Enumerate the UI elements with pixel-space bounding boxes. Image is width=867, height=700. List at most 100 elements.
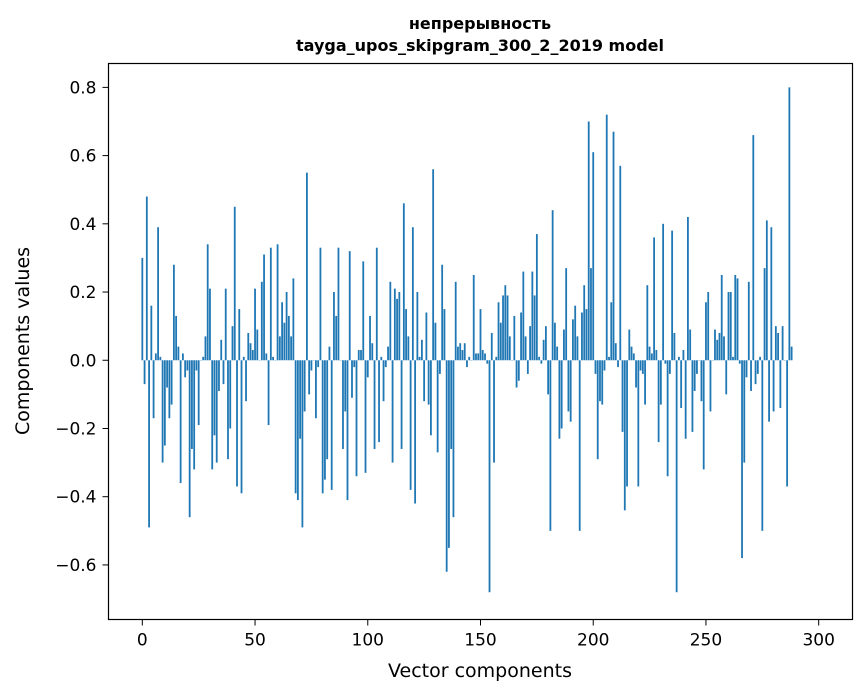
bar (554, 323, 556, 361)
bar (622, 360, 624, 432)
bar (423, 360, 425, 401)
bar (349, 251, 351, 360)
bar (748, 282, 750, 360)
bar (448, 360, 450, 548)
bar (770, 227, 772, 360)
bar (671, 231, 673, 361)
bar (166, 360, 168, 387)
bar (777, 333, 779, 360)
bar (759, 357, 761, 360)
bar (387, 347, 389, 361)
bar (150, 306, 152, 361)
bar (707, 292, 709, 360)
bar (250, 343, 252, 360)
bar (484, 353, 486, 360)
bar (741, 360, 743, 558)
y-tick-label: −0.2 (55, 419, 96, 439)
bar (335, 316, 337, 360)
bar (435, 323, 437, 361)
bar (624, 360, 626, 510)
bar (595, 360, 597, 374)
bar (583, 285, 585, 360)
bar (202, 357, 204, 360)
bar (299, 360, 301, 438)
bar (353, 360, 355, 367)
bar (283, 323, 285, 361)
bar (171, 360, 173, 404)
bar (254, 289, 256, 361)
bar (617, 360, 619, 367)
bar (191, 360, 193, 449)
bar (295, 360, 297, 493)
bar (552, 210, 554, 360)
bar (141, 258, 143, 360)
bar (586, 309, 588, 360)
bar (710, 360, 712, 411)
bar (664, 360, 666, 363)
bar (207, 244, 209, 360)
bar (649, 347, 651, 361)
bar (362, 261, 364, 360)
bar (193, 360, 195, 469)
bar (205, 336, 207, 360)
bar (464, 343, 466, 360)
bar (218, 360, 220, 391)
x-tick-label: 300 (802, 631, 834, 651)
bar (642, 360, 644, 374)
bar (529, 326, 531, 360)
bar (764, 268, 766, 360)
bar (669, 360, 671, 374)
bar (389, 282, 391, 360)
bar (606, 115, 608, 361)
y-axis: −0.6−0.4−0.20.00.20.40.60.8 (55, 78, 108, 576)
bar (437, 360, 439, 452)
x-tick-label: 0 (137, 631, 148, 651)
bar (579, 360, 581, 531)
bar (628, 330, 630, 361)
bar (687, 217, 689, 360)
bar (315, 360, 317, 418)
y-tick-label: 0.6 (69, 147, 96, 167)
bar (421, 340, 423, 360)
bar (653, 237, 655, 360)
bar (412, 227, 414, 360)
x-axis-label: Vector components (388, 660, 572, 682)
bar (306, 173, 308, 361)
bar (164, 360, 166, 445)
chart-title-line-1: непрерывность (409, 14, 551, 33)
bars-layer (141, 87, 792, 592)
bar (268, 360, 270, 425)
bar (477, 353, 479, 360)
bar (419, 357, 421, 360)
bar (725, 360, 727, 394)
bar (689, 330, 691, 361)
bar (290, 336, 292, 360)
bar (752, 135, 754, 360)
bar (588, 121, 590, 360)
bar (196, 360, 198, 370)
bar (175, 316, 177, 360)
bar (396, 299, 398, 360)
bar (457, 347, 459, 361)
bar (592, 152, 594, 360)
bar (297, 360, 299, 500)
bar (561, 360, 563, 428)
bar (716, 340, 718, 360)
bar (263, 255, 265, 361)
bar (184, 360, 186, 377)
bar (450, 360, 452, 449)
x-tick-label: 100 (352, 631, 384, 651)
bar (277, 244, 279, 360)
bar (768, 360, 770, 421)
bar (360, 350, 362, 360)
bar (243, 357, 245, 360)
y-tick-label: 0.8 (69, 78, 96, 98)
bar (500, 323, 502, 361)
bar (685, 360, 687, 438)
bar (198, 360, 200, 425)
bar (692, 360, 694, 432)
bar (405, 309, 407, 360)
bar (518, 360, 520, 380)
bar (261, 282, 263, 360)
